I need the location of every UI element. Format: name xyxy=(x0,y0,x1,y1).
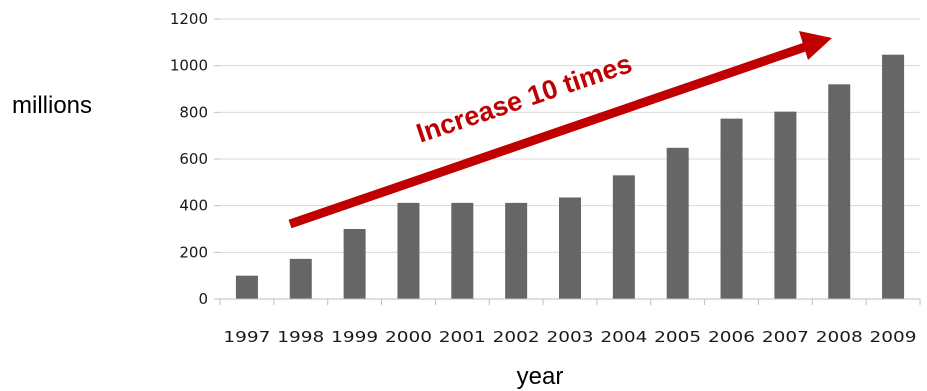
bar-1998 xyxy=(289,258,312,299)
bar-2007 xyxy=(774,111,797,299)
x-tick-label: 2008 xyxy=(816,328,863,346)
x-tick-label: 2009 xyxy=(870,328,917,346)
bars xyxy=(235,54,905,300)
x-axis-title: year xyxy=(517,363,564,390)
x-axis-ticks: 1997 1998 1999 2000 2001 2002 2003 2004 2005 2006… xyxy=(219,299,921,346)
y-tick-label: 400 xyxy=(179,197,208,215)
bar-2006 xyxy=(720,118,743,299)
x-tick-label: 2005 xyxy=(654,328,701,346)
y-axis-title: millions xyxy=(12,92,92,119)
x-tick-label: 2003 xyxy=(547,328,594,346)
y-tick-label: 600 xyxy=(179,150,208,168)
y-tick-label: 1200 xyxy=(170,10,208,28)
x-tick-label: 2004 xyxy=(600,328,647,346)
y-tick-label: 1000 xyxy=(170,57,208,75)
bar-2000 xyxy=(397,202,420,299)
bar-2002 xyxy=(505,202,528,299)
trend-arrow-head xyxy=(799,31,832,60)
bar-1997 xyxy=(235,275,258,299)
y-axis-ticks: 0 200 400 600 800 1000 1200 xyxy=(170,10,220,308)
bar-2004 xyxy=(612,175,635,299)
bar-2003 xyxy=(559,197,581,299)
trend-arrow-shaft xyxy=(288,42,807,229)
trend-annotation: Increase 10 times xyxy=(288,31,832,229)
y-tick-label: 0 xyxy=(198,290,208,308)
trend-annotation-label: Increase 10 times xyxy=(413,48,636,148)
x-tick-label: 1998 xyxy=(277,328,324,346)
bar-2005 xyxy=(666,147,689,299)
bar-2008 xyxy=(828,84,851,299)
x-tick-label: 2000 xyxy=(385,328,432,346)
x-tick-label: 2006 xyxy=(708,328,755,346)
bar-1999 xyxy=(343,229,366,299)
x-tick-label: 1999 xyxy=(331,328,378,346)
bar-2001 xyxy=(451,202,474,299)
bar-2009 xyxy=(882,54,905,300)
x-tick-label: 2007 xyxy=(762,328,809,346)
y-tick-label: 200 xyxy=(179,243,208,261)
y-tick-label: 800 xyxy=(179,103,208,121)
x-tick-label: 1997 xyxy=(223,328,270,346)
x-tick-label: 2002 xyxy=(493,328,540,346)
x-tick-label: 2001 xyxy=(439,328,486,346)
